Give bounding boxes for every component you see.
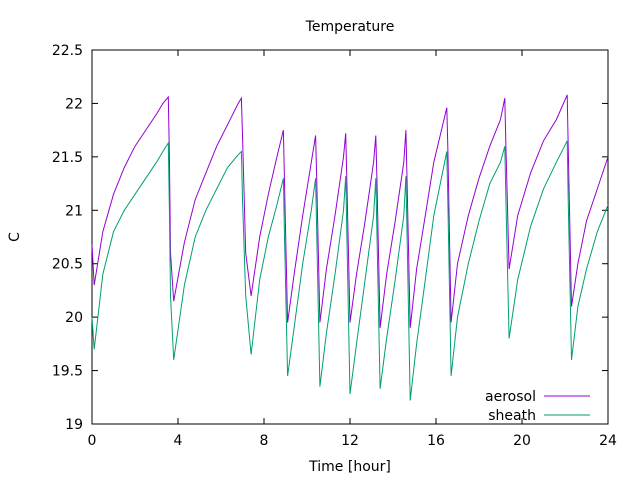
x-tick-label: 0 xyxy=(88,433,97,449)
y-tick-label: 22.5 xyxy=(52,43,83,59)
y-tick-label: 20 xyxy=(65,310,83,326)
y-tick-label: 20.5 xyxy=(52,257,83,273)
axis-ticks: 0 4 8 12 16 20 24 19 19.5 20 20.5 21 21.5 22 22.5 xyxy=(52,43,617,449)
x-tick-label: 12 xyxy=(341,433,359,449)
legend-label-aerosol: aerosol xyxy=(485,389,536,405)
x-tick-label: 24 xyxy=(599,433,617,449)
chart-title: Temperature xyxy=(305,19,395,35)
y-axis-label: C xyxy=(7,232,23,242)
legend-label-sheath: sheath xyxy=(488,408,536,424)
series-line-sheath xyxy=(91,140,609,401)
series-layer xyxy=(91,94,609,401)
legend: aerosol sheath xyxy=(485,389,590,424)
y-tick-label: 19 xyxy=(65,417,83,433)
y-tick-label: 21.5 xyxy=(52,150,83,166)
x-tick-label: 8 xyxy=(260,433,269,449)
x-tick-label: 4 xyxy=(174,433,183,449)
x-tick-label: 16 xyxy=(427,433,445,449)
y-tick-label: 19.5 xyxy=(52,364,83,380)
x-tick-label: 20 xyxy=(513,433,531,449)
y-tick-label: 21 xyxy=(65,203,83,219)
y-tick-label: 22 xyxy=(65,96,83,112)
x-axis-label: Time [hour] xyxy=(308,459,391,475)
series-line-aerosol xyxy=(91,94,609,328)
